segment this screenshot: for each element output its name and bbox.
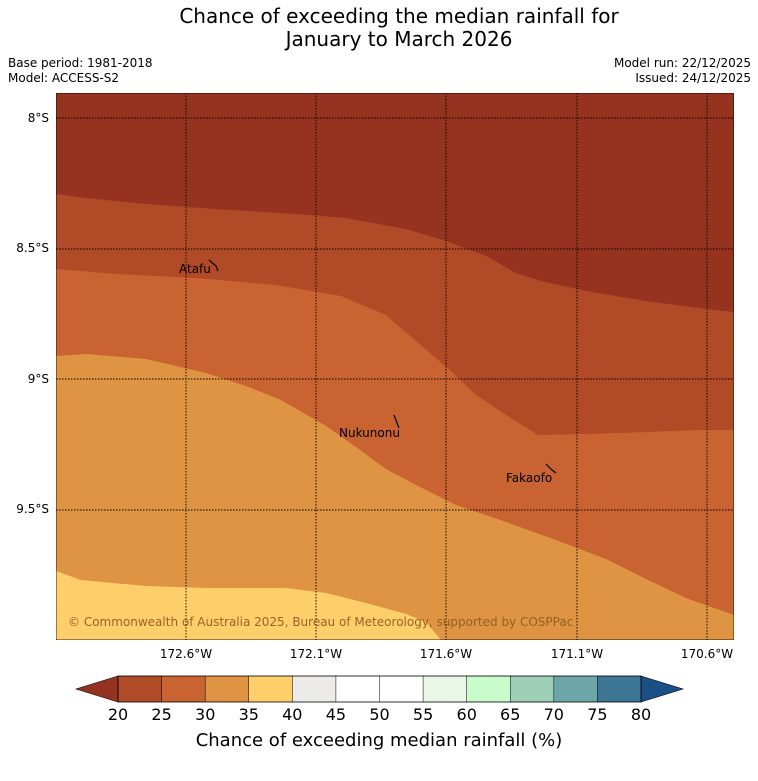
lat-label-9s: 9°S bbox=[27, 372, 49, 386]
colorbar-tick-45: 45 bbox=[325, 705, 347, 724]
run-info: Model run: 22/12/2025 Issued: 24/12/2025 bbox=[614, 56, 751, 86]
colorbar-segment-35-40 bbox=[248, 675, 293, 703]
base-period: Base period: 1981-2018 bbox=[8, 56, 153, 70]
atoll-outlines bbox=[208, 259, 557, 474]
place-label-nukunonu: Nukunonu bbox=[339, 426, 400, 440]
nukunonu-atoll-shape bbox=[393, 414, 400, 429]
model-run: Model run: 22/12/2025 bbox=[613, 56, 751, 70]
colorbar-segment-55-60 bbox=[422, 675, 468, 703]
colorbar-tick-30: 30 bbox=[195, 705, 216, 724]
colorbar-segment-25-30 bbox=[161, 675, 206, 703]
colorbar-over-arrow bbox=[640, 675, 685, 703]
lon-label-171-1w: 171.1°W bbox=[550, 647, 604, 661]
colorbar-outline bbox=[117, 675, 642, 703]
colorbar-segment-75-80 bbox=[597, 675, 642, 703]
lon-label-172-6w: 172.6°W bbox=[159, 647, 213, 661]
place-label-fakaofo: Fakaofo bbox=[506, 471, 552, 485]
colorbar-tick-80: 80 bbox=[630, 705, 652, 724]
title-line-2: January to March 2026 bbox=[285, 27, 513, 51]
lon-label-170-6w: 170.6°W bbox=[680, 647, 734, 661]
chart-title: Chance of exceeding the median rainfall … bbox=[0, 5, 758, 51]
colorbar-segment-70-75 bbox=[553, 675, 598, 703]
zone-35-40 bbox=[56, 354, 734, 640]
colorbar-title: Chance of exceeding median rainfall (%) bbox=[195, 730, 563, 751]
lat-label-9-5s: 9.5°S bbox=[16, 502, 49, 516]
colorbar-segment-20-25 bbox=[117, 675, 163, 703]
atafu-atoll-shape bbox=[208, 259, 219, 272]
graticule bbox=[56, 93, 734, 640]
colorbar-tick-40: 40 bbox=[282, 705, 303, 724]
colorbar-tick-70: 70 bbox=[543, 705, 564, 724]
colorbar-segment-50-55 bbox=[379, 675, 424, 703]
colorbar bbox=[74, 675, 685, 703]
colorbar-tick-65: 65 bbox=[500, 705, 521, 724]
colorbar-segment-30-35 bbox=[204, 675, 250, 703]
colorbar-tick-55: 55 bbox=[412, 705, 434, 724]
place-label-atafu: Atafu bbox=[179, 262, 211, 276]
colorbar-tick-20: 20 bbox=[107, 705, 129, 724]
colorbar-segment-60-65 bbox=[466, 675, 511, 703]
colorbar-tick-75: 75 bbox=[587, 705, 608, 724]
copyright-notice: © Commonwealth of Australia 2025, Bureau… bbox=[68, 615, 573, 629]
colorbar-tick-25: 25 bbox=[151, 705, 172, 724]
base-info: Base period: 1981-2018 Model: ACCESS-S2 bbox=[8, 56, 153, 86]
colorbar-segments bbox=[117, 675, 642, 703]
colorbar-segment-40-45 bbox=[292, 675, 337, 703]
colorbar-segment-45-50 bbox=[335, 675, 381, 703]
model-name: Model: ACCESS-S2 bbox=[8, 71, 120, 85]
lon-label-172-1w: 172.1°W bbox=[289, 647, 343, 661]
lat-label-8s: 8°S bbox=[27, 111, 49, 125]
colorbar-under-arrow bbox=[74, 675, 119, 703]
colorbar-tick-50: 50 bbox=[369, 705, 390, 724]
colorbar-segment-65-70 bbox=[510, 675, 555, 703]
issued-date: Issued: 24/12/2025 bbox=[635, 71, 751, 85]
lon-label-171-6w: 171.6°W bbox=[419, 647, 473, 661]
fakaofo-atoll-shape bbox=[545, 463, 557, 474]
probability-map[interactable]: Atafu Nukunonu Fakaofo © Commonwealth of… bbox=[56, 93, 734, 640]
title-line-1: Chance of exceeding the median rainfall … bbox=[179, 4, 619, 28]
colorbar-tick-35: 35 bbox=[238, 705, 259, 724]
lat-label-8-5s: 8.5°S bbox=[16, 241, 49, 255]
zone-40-45 bbox=[56, 571, 441, 640]
colorbar-tick-60: 60 bbox=[456, 705, 477, 724]
